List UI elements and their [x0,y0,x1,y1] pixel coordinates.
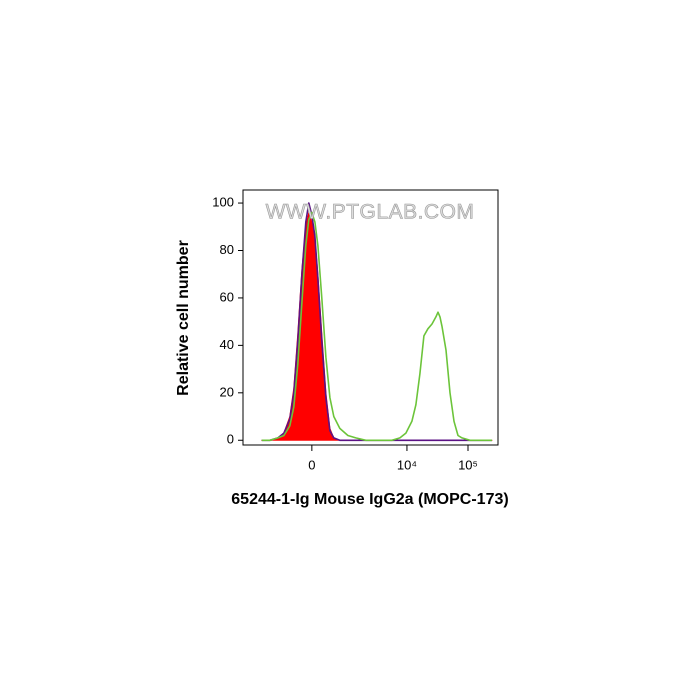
y-tick-label: 20 [220,384,234,399]
histogram-area [261,212,493,441]
histogram-line [261,211,492,442]
x-tick-label: 10⁵ [458,457,478,472]
y-tick-label: 60 [220,289,234,304]
x-axis-title: 65244-1-Ig Mouse IgG2a (MOPC-173) [231,491,508,508]
x-tick-label: 0 [308,457,315,472]
y-tick-label: 40 [220,337,234,352]
y-axis-title: Relative cell number [175,240,192,396]
y-tick-label: 100 [212,194,234,209]
watermark: WWW.PTGLAB.COM [266,201,475,224]
y-tick-label: 0 [227,432,234,447]
plot-frame [242,189,499,446]
x-tick-label: 10⁴ [397,457,417,472]
y-tick-label: 80 [220,242,234,257]
